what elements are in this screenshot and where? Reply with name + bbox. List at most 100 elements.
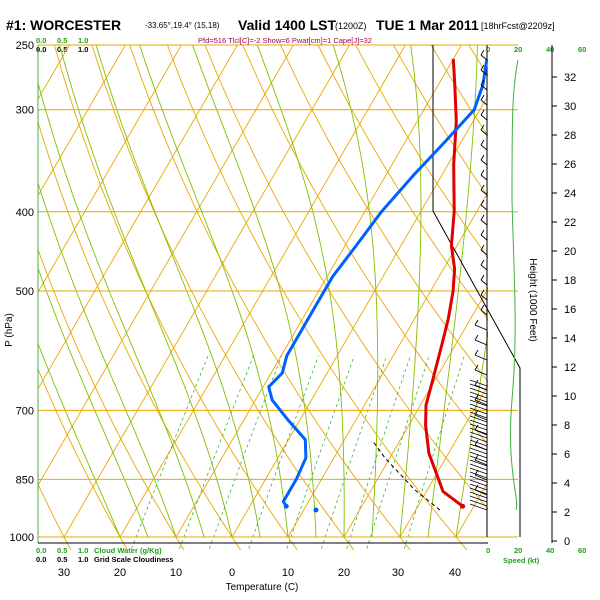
wind-barb-dense <box>469 427 488 435</box>
cloud-bot-1: 0.5 <box>57 546 67 555</box>
speed-profile-line <box>509 59 519 511</box>
wind-barb-dense <box>469 411 488 419</box>
cloud-bot2-1: 0.5 <box>57 555 67 564</box>
wind-barb-flag <box>480 109 485 116</box>
wind-barb-flag <box>474 394 479 401</box>
wind-barb-flag <box>480 229 485 236</box>
wind-barb-dense <box>469 463 488 471</box>
wind-barb-flag <box>474 484 479 491</box>
wind-barb-dense <box>469 395 488 403</box>
moist-adiabat-line <box>38 181 177 538</box>
wind-barb-flag <box>480 139 485 146</box>
dewpoint-profile <box>267 58 488 507</box>
wind-barb-dense <box>469 451 488 459</box>
temperature-tick-label: 10 <box>170 567 182 579</box>
speed-bot-3: 60 <box>578 546 586 555</box>
isotherm-line <box>399 384 488 538</box>
wind-barb-flag <box>480 184 485 191</box>
wind-barb <box>480 54 488 61</box>
dry-adiabat-line <box>279 45 488 383</box>
wind-barb-dense <box>469 487 488 495</box>
wind-barb <box>474 399 488 406</box>
moist-adiabat-line <box>256 45 345 537</box>
wind-barb-flag <box>474 454 479 461</box>
mixing-ratio-line <box>320 355 388 550</box>
height-tick-label: 0 <box>564 536 570 548</box>
wind-barb-dense <box>469 447 488 455</box>
height-tick-label: 18 <box>564 275 576 287</box>
height-tick-label: 6 <box>564 449 570 461</box>
pressure-tick-label: 700 <box>16 405 34 417</box>
speed-bot-0: 0 <box>486 546 490 555</box>
valid-time: Valid 1400 LST <box>238 17 336 33</box>
pressure-tick-label: 500 <box>16 286 34 298</box>
wind-barb <box>480 294 488 301</box>
wind-barb-dense <box>469 479 488 487</box>
wind-panel <box>469 45 557 543</box>
wind-barb <box>480 114 488 121</box>
height-tick-label: 26 <box>564 159 576 171</box>
wind-barb-dense <box>469 475 488 483</box>
parcel-path <box>371 439 441 511</box>
height-tick-label: 2 <box>564 507 570 519</box>
wind-barb-dense <box>469 435 488 443</box>
wind-barb-dense <box>469 455 488 463</box>
dry-adiabat-line <box>38 248 185 550</box>
pressure-tick-label: 850 <box>16 474 34 486</box>
moist-adiabat-line <box>192 45 317 538</box>
forecast-label: [18hrFcst@2209z] <box>481 21 555 31</box>
wind-barb <box>480 174 488 181</box>
mixing-ratio-line <box>178 355 254 550</box>
speed-bot-2: 40 <box>546 546 554 555</box>
dry-adiabat-line <box>38 120 242 550</box>
wind-barb-dense <box>469 383 488 391</box>
cloud-labels-bottom: 0.0 0.5 1.0 Cloud Water (g/Kg) 0.0 0.5 1… <box>36 546 174 564</box>
wind-barb-flag <box>474 424 479 431</box>
wind-barb-flag <box>480 64 485 71</box>
wind-barb-flag <box>480 274 485 281</box>
height-tick-label: 20 <box>564 246 576 258</box>
wind-barb-flag <box>480 94 485 101</box>
wind-barb-flag <box>480 304 485 311</box>
cloud-top2-0: 0.0 <box>36 45 46 54</box>
cloud-top2-2: 1.0 <box>78 45 88 54</box>
wind-barb-dense <box>469 387 488 395</box>
temperature-tick-label: 40 <box>449 567 461 579</box>
wind-barb-dense <box>469 419 488 427</box>
wind-barb <box>480 219 488 226</box>
cloud-top-2: 1.0 <box>78 36 88 45</box>
wind-barb-dense <box>469 379 488 387</box>
height-tick-label: 14 <box>564 333 576 345</box>
wind-barb-dense <box>469 443 488 451</box>
speed-top-1: 20 <box>514 45 522 54</box>
wind-barb-dense <box>469 403 488 411</box>
dry-adiabat-line <box>355 45 488 259</box>
cloud-labels-top: 0.0 0.5 1.0 0.0 0.5 1.0 <box>36 36 88 54</box>
cloud-bot2-0: 0.0 <box>36 555 46 564</box>
moist-adiabat-line <box>59 45 233 538</box>
pressure-tick-label: 400 <box>16 207 34 219</box>
temperature-tick-label: 30 <box>58 567 70 579</box>
moist-adiabat-line <box>95 45 261 538</box>
cloud-bot2-3: Grid Scale Cloudiness <box>94 555 174 564</box>
height-tick-label: 30 <box>564 101 576 113</box>
mixing-ratio-line <box>130 355 209 550</box>
wind-barb-dense <box>469 399 488 407</box>
height-tick-label: 16 <box>564 304 576 316</box>
wind-barb-flag <box>480 169 485 176</box>
wind-barb <box>480 264 488 271</box>
speed-unit-label: Speed (kt) <box>503 556 540 565</box>
isotherm-line <box>512 45 600 537</box>
moist-adiabat-line <box>332 45 379 538</box>
wind-barb <box>480 144 488 151</box>
mixing-ratio-line <box>365 355 430 550</box>
wind-barb-flag <box>480 79 485 86</box>
wind-barb-flag <box>474 319 479 326</box>
wind-barb-dense <box>469 415 488 423</box>
height-tick-label: 8 <box>564 420 570 432</box>
wind-barb-flag <box>474 349 479 356</box>
dry-adiabat-line <box>166 45 468 550</box>
wind-barb <box>480 204 488 211</box>
